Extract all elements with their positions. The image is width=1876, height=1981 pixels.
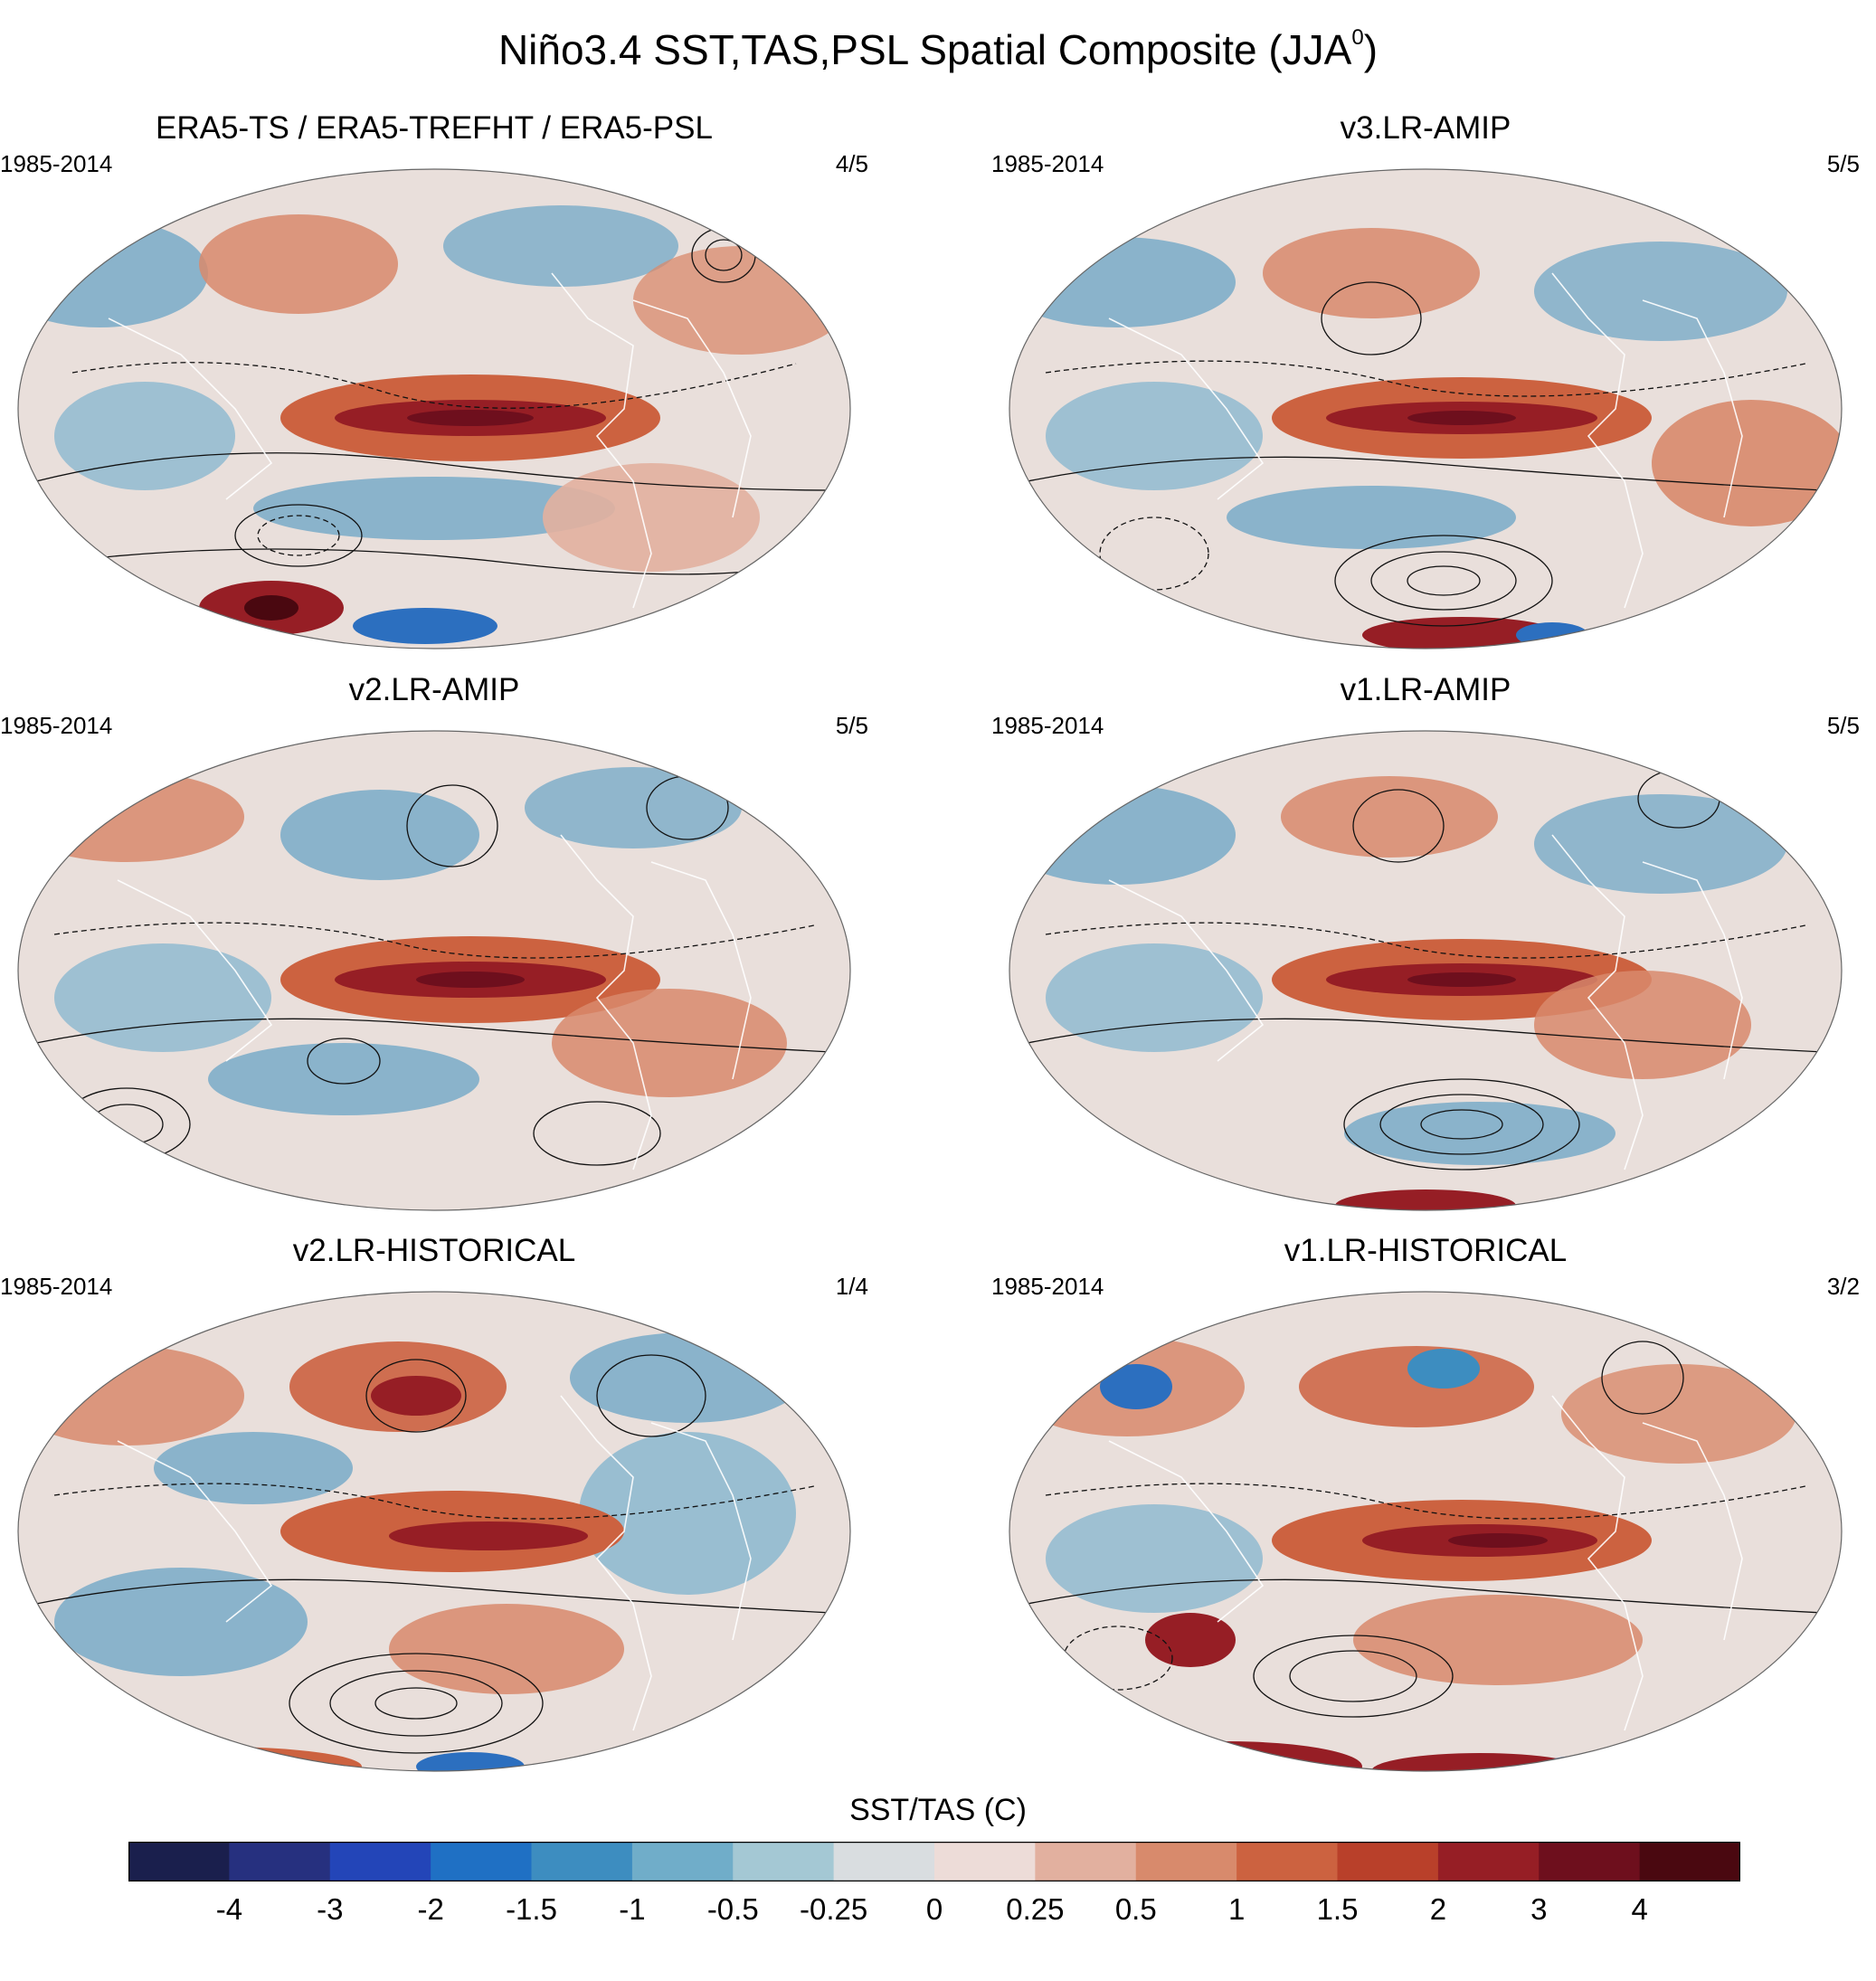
- panel-title: v2.LR-AMIP: [348, 672, 520, 707]
- figure-title: Niño3.4 SST,TAS,PSL Spatial Composite (J…: [497, 25, 1379, 73]
- panel-years: 1985-2014: [0, 150, 113, 177]
- panel-count: 3/2: [1826, 1273, 1860, 1300]
- colorbar-swatch: [531, 1842, 633, 1881]
- colorbar-swatch: [1035, 1842, 1137, 1881]
- colorbar-swatch: [1236, 1842, 1338, 1881]
- panel-count: 5/5: [1826, 150, 1860, 177]
- colorbar-swatch: [128, 1842, 230, 1881]
- colorbar-tick-label: 1.5: [1316, 1892, 1359, 1926]
- colorbar-tick-label: -4: [215, 1892, 243, 1926]
- colorbar-swatch: [229, 1842, 331, 1881]
- colorbar-tick-label: -0.25: [800, 1892, 868, 1926]
- panel-title: v1.LR-HISTORICAL: [1284, 1233, 1568, 1268]
- panel-count: 4/5: [835, 150, 868, 177]
- colorbar-tick-label: 0.5: [1114, 1892, 1157, 1926]
- world-map: [17, 1291, 851, 1772]
- colorbar-tick-label: 0: [925, 1892, 943, 1926]
- colorbar-border: [128, 1841, 1741, 1882]
- panel-title: v2.LR-HISTORICAL: [292, 1233, 576, 1268]
- colorbar-swatch: [431, 1842, 532, 1881]
- colorbar-tick-label: -1: [619, 1892, 646, 1926]
- world-map: [1009, 730, 1843, 1211]
- colorbar-tick-label: -0.5: [706, 1892, 759, 1926]
- panel-count: 1/4: [835, 1273, 868, 1300]
- panel-years: 1985-2014: [0, 1273, 113, 1300]
- colorbar-swatch: [833, 1842, 935, 1881]
- panel-years: 1985-2014: [991, 150, 1104, 177]
- colorbar-swatch: [1437, 1842, 1540, 1881]
- map-panel-v3-lr-amip: v3.LR-AMIP 1985-2014 5/5: [991, 110, 1860, 680]
- colorbar-tick-label: -3: [317, 1892, 344, 1926]
- world-map: [1009, 1291, 1843, 1772]
- panel-title: v3.LR-AMIP: [1340, 110, 1511, 146]
- map-panel-v1-lr-historical: v1.LR-HISTORICAL 1985-2014 3/2: [991, 1233, 1860, 1803]
- colorbar-title: SST/TAS (C): [849, 1793, 1027, 1827]
- map-panel-v2-lr-amip: v2.LR-AMIP 1985-2014 5/5: [0, 672, 868, 1242]
- colorbar-swatch: [631, 1842, 734, 1881]
- world-map: [17, 168, 851, 649]
- colorbar-swatch: [1337, 1842, 1439, 1881]
- colorbar-swatch: [934, 1842, 1036, 1881]
- colorbar-swatch: [1639, 1842, 1741, 1881]
- colorbar-tick-label: 0.25: [1006, 1892, 1065, 1926]
- colorbar-tick-label: 2: [1429, 1892, 1447, 1926]
- colorbar-tick-label: 3: [1530, 1892, 1548, 1926]
- world-map: [17, 730, 851, 1211]
- panel-years: 1985-2014: [0, 712, 113, 739]
- panel-title: v1.LR-AMIP: [1340, 672, 1511, 707]
- panel-years: 1985-2014: [991, 1273, 1104, 1300]
- colorbar-tick-label: 4: [1631, 1892, 1648, 1926]
- colorbar-swatch: [329, 1842, 431, 1881]
- colorbar-tick-label: -2: [417, 1892, 444, 1926]
- world-map: [1009, 168, 1843, 649]
- panel-count: 5/5: [835, 712, 868, 739]
- panel-title: ERA5-TS / ERA5-TREFHT / ERA5-PSL: [156, 110, 713, 146]
- colorbar-tick-label: -1.5: [506, 1892, 557, 1926]
- colorbar-swatch: [1135, 1842, 1237, 1881]
- colorbar: [128, 1841, 1741, 1882]
- colorbar-swatch: [1539, 1842, 1641, 1881]
- map-panel-v1-lr-amip: v1.LR-AMIP 1985-2014 5/5: [991, 672, 1860, 1242]
- map-panel-v2-lr-historical: v2.LR-HISTORICAL 1985-2014 1/4: [0, 1233, 868, 1803]
- colorbar-tick-label: 1: [1227, 1892, 1246, 1926]
- panel-count: 5/5: [1826, 712, 1860, 739]
- panel-years: 1985-2014: [991, 712, 1104, 739]
- map-panel-era5: ERA5-TS / ERA5-TREFHT / ERA5-PSL 1985-20…: [0, 110, 868, 680]
- colorbar-swatch: [733, 1842, 835, 1881]
